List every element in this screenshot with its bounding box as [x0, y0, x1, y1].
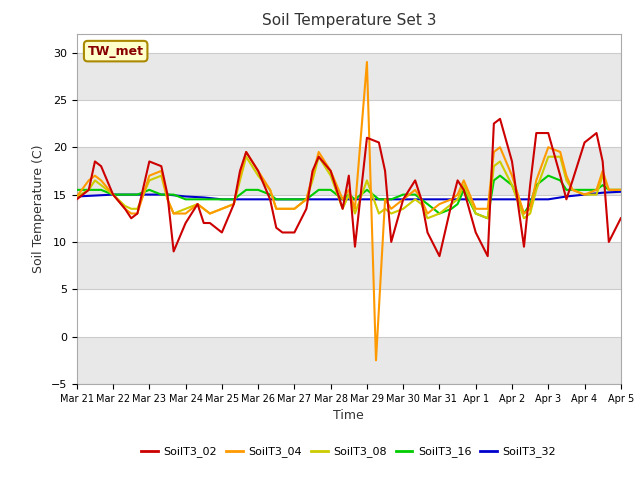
X-axis label: Time: Time	[333, 409, 364, 422]
Text: TW_met: TW_met	[88, 45, 144, 58]
Bar	[77, 336, 621, 384]
Bar	[77, 52, 621, 100]
Bar	[77, 147, 621, 194]
Bar	[77, 242, 621, 289]
Legend: SoilT3_02, SoilT3_04, SoilT3_08, SoilT3_16, SoilT3_32: SoilT3_02, SoilT3_04, SoilT3_08, SoilT3_…	[137, 442, 561, 462]
Title: Soil Temperature Set 3: Soil Temperature Set 3	[262, 13, 436, 28]
Y-axis label: Soil Temperature (C): Soil Temperature (C)	[32, 144, 45, 273]
